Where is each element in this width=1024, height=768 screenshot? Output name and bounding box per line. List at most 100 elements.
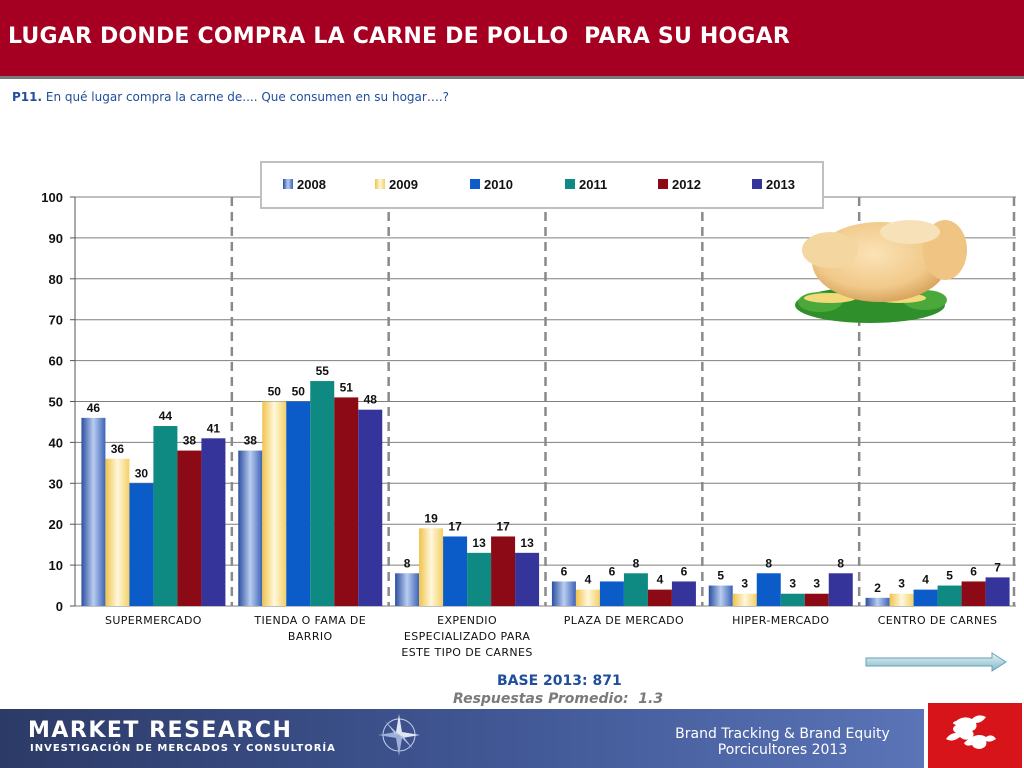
data-label: 50 <box>268 385 282 399</box>
bar-2012 <box>491 536 516 606</box>
data-label: 55 <box>316 364 330 378</box>
footer-project-line2: Porcicultores 2013 <box>717 742 848 758</box>
category-label: PLAZA DE MERCADO <box>564 614 684 627</box>
data-label: 36 <box>111 442 125 456</box>
bar-2013 <box>515 552 540 606</box>
data-label: 19 <box>424 511 438 525</box>
legend-label: 2008 <box>297 177 326 192</box>
data-label: 3 <box>813 577 820 591</box>
question-body: En qué lugar compra la carne de.... Que … <box>42 90 450 104</box>
page-title: LUGAR DONDE COMPRA LA CARNE DE POLLO PAR… <box>8 24 791 49</box>
data-label: 3 <box>898 577 905 591</box>
footer-bar <box>0 709 924 768</box>
bar-2008 <box>81 417 106 606</box>
data-label: 7 <box>994 560 1001 574</box>
footer-logo-subtitle: INVESTIGACIÓN DE MERCADOS Y CONSULTORÍA <box>30 743 336 754</box>
next-arrow-icon[interactable] <box>864 652 1010 672</box>
data-label: 38 <box>183 434 197 448</box>
data-label: 13 <box>520 536 534 550</box>
y-tick-label: 10 <box>49 558 63 573</box>
data-label: 8 <box>765 556 772 570</box>
bar-2009 <box>889 593 914 606</box>
question-code: P11. <box>12 90 43 104</box>
bar-2009 <box>419 528 444 606</box>
category-label: ESPECIALIZADO PARA <box>404 630 530 643</box>
bar-2010 <box>599 581 624 606</box>
data-label: 17 <box>496 519 510 533</box>
legend-swatch-2008 <box>283 179 293 189</box>
y-tick-label: 30 <box>49 476 63 491</box>
data-label: 3 <box>741 577 748 591</box>
legend-swatch-2011 <box>565 179 575 189</box>
y-tick-label: 90 <box>49 231 63 246</box>
bar-chart: 0102030405060708090100463630443841SUPERM… <box>41 161 1016 659</box>
bar-2009 <box>575 589 600 606</box>
bar-2008 <box>238 450 263 606</box>
question-text: P11. En qué lugar compra la carne de....… <box>12 90 449 104</box>
data-label: 48 <box>364 393 378 407</box>
bar-2013 <box>358 409 383 606</box>
average-responses-text: Respuestas Promedio: 1.3 <box>453 691 664 707</box>
y-tick-label: 0 <box>56 599 63 614</box>
category-label: SUPERMERCADO <box>105 614 202 627</box>
category-label: ESTE TIPO DE CARNES <box>401 646 532 659</box>
data-label: 6 <box>561 564 568 578</box>
bar-2010 <box>286 401 311 606</box>
bar-2011 <box>153 426 178 606</box>
data-label: 46 <box>87 401 101 415</box>
bar-2011 <box>623 573 648 606</box>
bar-2011 <box>310 381 335 606</box>
bar-2012 <box>177 450 202 606</box>
data-label: 8 <box>837 556 844 570</box>
data-label: 13 <box>472 536 486 550</box>
data-label: 17 <box>448 519 462 533</box>
legend-label: 2013 <box>766 177 795 192</box>
bar-2008 <box>708 585 733 606</box>
bar-2013 <box>201 438 226 606</box>
category-label: TIENDA O FAMA DE <box>253 614 366 627</box>
bar-2012 <box>804 593 829 606</box>
legend-label: 2010 <box>484 177 513 192</box>
y-tick-label: 20 <box>49 517 63 532</box>
bar-2008 <box>395 573 420 606</box>
legend-label: 2011 <box>579 177 607 192</box>
header-divider <box>0 76 1024 79</box>
data-label: 8 <box>633 556 640 570</box>
bar-2010 <box>129 483 154 606</box>
bar-2012 <box>334 397 359 606</box>
legend-swatch-2009 <box>375 179 385 189</box>
data-label: 44 <box>159 409 173 423</box>
compass-icon <box>378 714 420 756</box>
base-text: BASE 2013: 871 <box>497 673 622 689</box>
y-tick-label: 50 <box>49 395 63 410</box>
legend-label: 2012 <box>672 177 701 192</box>
data-label: 6 <box>609 564 616 578</box>
bar-2011 <box>780 593 805 606</box>
data-label: 6 <box>970 564 977 578</box>
data-label: 4 <box>657 573 664 587</box>
legend-label: 2009 <box>389 177 418 192</box>
data-label: 8 <box>404 556 411 570</box>
category-label: EXPENDIO <box>437 614 497 627</box>
bar-2009 <box>262 401 287 606</box>
bar-2008 <box>865 597 890 606</box>
legend-swatch-2012 <box>658 179 668 189</box>
data-label: 51 <box>340 380 354 394</box>
bar-2009 <box>732 593 757 606</box>
data-label: 30 <box>135 466 149 480</box>
y-tick-label: 40 <box>49 435 63 450</box>
bar-2010 <box>443 536 468 606</box>
data-label: 4 <box>585 573 592 587</box>
brand-logo-icon <box>928 703 1022 768</box>
category-label: BARRIO <box>288 630 333 643</box>
data-label: 3 <box>789 577 796 591</box>
header-bar: LUGAR DONDE COMPRA LA CARNE DE POLLO PAR… <box>0 0 1024 76</box>
legend-box <box>260 161 824 209</box>
chicken-image <box>795 220 967 323</box>
category-label: CENTRO DE CARNES <box>878 614 998 627</box>
data-label: 41 <box>207 421 221 435</box>
bar-2011 <box>467 552 492 606</box>
bar-2010 <box>913 589 938 606</box>
footer-project-text: Brand Tracking & Brand Equity Porciculto… <box>640 726 925 758</box>
bar-2009 <box>105 458 130 606</box>
